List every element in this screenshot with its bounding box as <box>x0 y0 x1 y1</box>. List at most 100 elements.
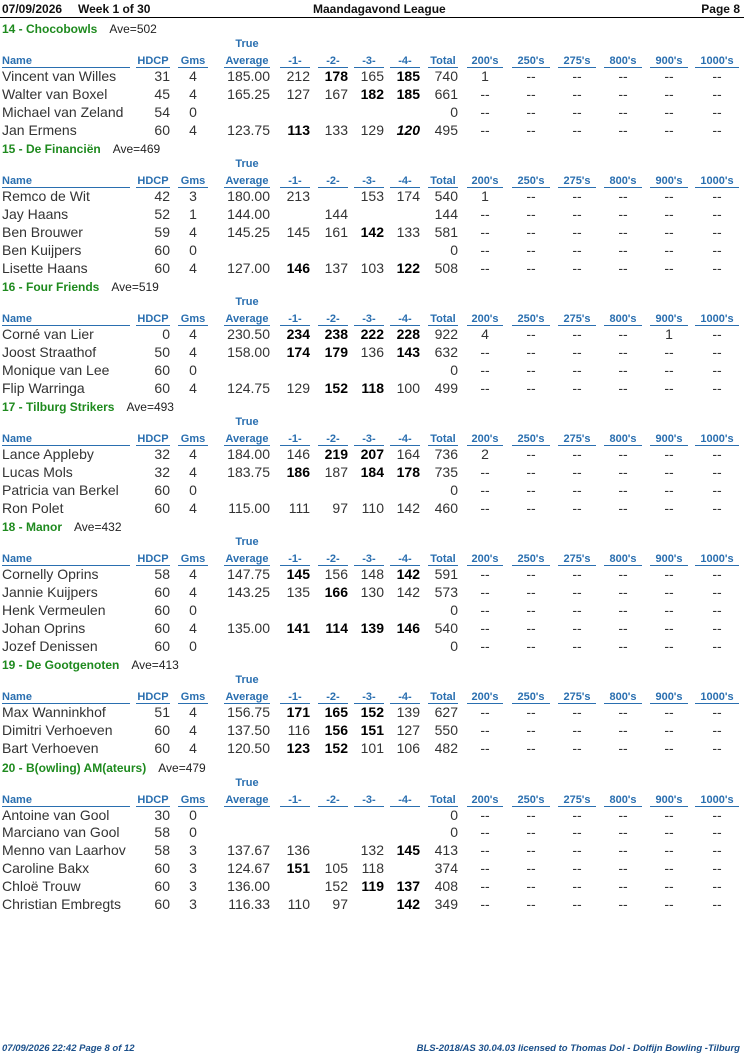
game-score: 152 <box>324 740 348 757</box>
player-games: 3 <box>189 878 197 895</box>
col-header-g4: -4- <box>390 553 420 567</box>
stat-c275: -- <box>572 896 582 912</box>
table-row: Bart Verhoeven 60 4 120.50 123 152 101 106 482 --… <box>0 740 744 758</box>
player-name: Vincent van Willes <box>2 68 117 84</box>
stat-c1000: -- <box>712 206 722 222</box>
player-average: 183.75 <box>227 464 270 481</box>
game-score: 171 <box>286 704 310 721</box>
stat-c800: -- <box>618 584 628 601</box>
team-average: Ave=413 <box>131 658 179 673</box>
stat-c1000: -- <box>712 241 722 258</box>
player-total: 460 <box>434 499 458 516</box>
player-name: Jay Haans <box>2 206 69 222</box>
column-header: True Name HDCP Gms Average -1- -2- -3- -4- Total 2… <box>0 158 744 189</box>
game-score: 145 <box>396 842 420 859</box>
true-label: True <box>235 38 259 50</box>
player-hdcp: 59 <box>154 223 170 240</box>
stat-c200: 1 <box>481 68 489 84</box>
player-hdcp: 60 <box>154 896 170 912</box>
player-name: Ben Kuijpers <box>2 241 82 258</box>
stat-c1000: -- <box>712 602 722 619</box>
player-name: Bart Verhoeven <box>2 740 99 757</box>
player-games: 4 <box>189 566 197 583</box>
team-title: 19 - De Gootgenoten Ave=413 <box>2 658 179 674</box>
game-score: 141 <box>286 620 310 636</box>
player-name: Jozef Denissen <box>2 637 98 654</box>
col-header-c275: 275's <box>558 433 596 447</box>
stat-c900: -- <box>664 722 674 739</box>
stat-c275: -- <box>572 206 582 222</box>
game-score: 153 <box>360 188 384 205</box>
col-header-hdcp: HDCP <box>136 313 170 327</box>
player-hdcp: 52 <box>154 206 170 222</box>
col-header-c800: 800's <box>604 55 642 68</box>
player-average: 185.00 <box>227 68 270 84</box>
game-score: 118 <box>361 860 384 877</box>
col-header-g1: -1- <box>280 794 310 807</box>
player-hdcp: 42 <box>154 188 170 205</box>
stat-c800: -- <box>618 206 628 222</box>
stat-c800: -- <box>618 842 628 859</box>
stat-c250: -- <box>526 85 536 102</box>
stat-c200: -- <box>480 464 490 481</box>
stat-c200: -- <box>480 103 490 120</box>
game-score: 110 <box>287 896 310 912</box>
player-name: Johan Oprins <box>2 620 86 636</box>
player-games: 3 <box>189 188 197 205</box>
table-row: Christian Embregts 60 3 116.33 110 97 142 349 --… <box>0 896 744 914</box>
game-score: 146 <box>396 620 420 636</box>
col-header-g1: -1- <box>280 691 310 705</box>
stat-c1000: -- <box>712 806 722 823</box>
table-row: Dimitri Verhoeven 60 4 137.50 116 156 151 127 55… <box>0 722 744 740</box>
player-games: 1 <box>189 206 197 222</box>
player-games: 0 <box>189 602 197 619</box>
stat-c250: -- <box>526 740 536 757</box>
stat-c800: -- <box>618 566 628 583</box>
stat-c1000: -- <box>712 637 722 654</box>
col-header-g3: -3- <box>354 175 384 189</box>
true-label: True <box>235 536 259 549</box>
true-label: True <box>235 158 259 171</box>
player-games: 4 <box>189 344 197 360</box>
stat-c250: -- <box>526 206 536 222</box>
player-name: Lisette Haans <box>2 259 88 276</box>
stat-c1000: -- <box>712 740 722 757</box>
player-hdcp: 32 <box>154 446 170 463</box>
player-games: 0 <box>189 806 197 823</box>
col-header-c800: 800's <box>604 794 642 807</box>
stat-c1000: -- <box>712 361 722 378</box>
game-score: 185 <box>396 85 420 102</box>
stat-c800: -- <box>618 103 628 120</box>
player-average: 184.00 <box>227 446 270 463</box>
team-name: 18 - Manor <box>2 520 63 535</box>
game-score: 142 <box>396 896 420 912</box>
stat-c900: -- <box>664 482 674 498</box>
game-score: 152 <box>324 878 348 895</box>
stat-c275: -- <box>572 379 582 396</box>
player-name: Max Wanninkhof <box>2 704 106 721</box>
table-row: Ben Kuijpers 60 0 0 -- -- -- -- -- -- <box>0 242 744 260</box>
stat-c900: -- <box>664 806 674 823</box>
game-score: 120 <box>396 121 420 138</box>
player-games: 0 <box>189 361 197 378</box>
player-name: Antoine van Gool <box>2 806 110 823</box>
game-score: 234 <box>286 326 310 343</box>
team-name: 15 - De Financiën <box>2 142 101 157</box>
col-header-c900: 900's <box>650 794 688 807</box>
table-row: Lisette Haans 60 4 127.00 146 137 103 122 508 -- -… <box>0 260 744 278</box>
game-score: 113 <box>287 121 310 138</box>
table-row: Monique van Lee 60 0 0 -- -- -- -- -- -- <box>0 362 744 380</box>
game-score: 133 <box>396 223 420 240</box>
player-hdcp: 51 <box>154 704 170 721</box>
player-total: 591 <box>434 566 458 583</box>
game-score: 165 <box>324 704 348 721</box>
table-row: Walter van Boxel 45 4 165.25 127 167 182 185 661… <box>0 86 744 104</box>
column-header: True Name HDCP Gms Average -1- -2- -3- -4- Total 2… <box>0 777 744 807</box>
stat-c250: -- <box>526 361 536 378</box>
player-average: 123.75 <box>227 121 270 138</box>
player-hdcp: 60 <box>154 379 170 396</box>
col-header-g2: -2- <box>318 691 348 705</box>
stat-c200: -- <box>480 722 490 739</box>
col-header-c250: 250's <box>512 55 550 68</box>
table-row: Flip Warringa 60 4 124.75 129 152 118 100 499 -- -… <box>0 380 744 398</box>
